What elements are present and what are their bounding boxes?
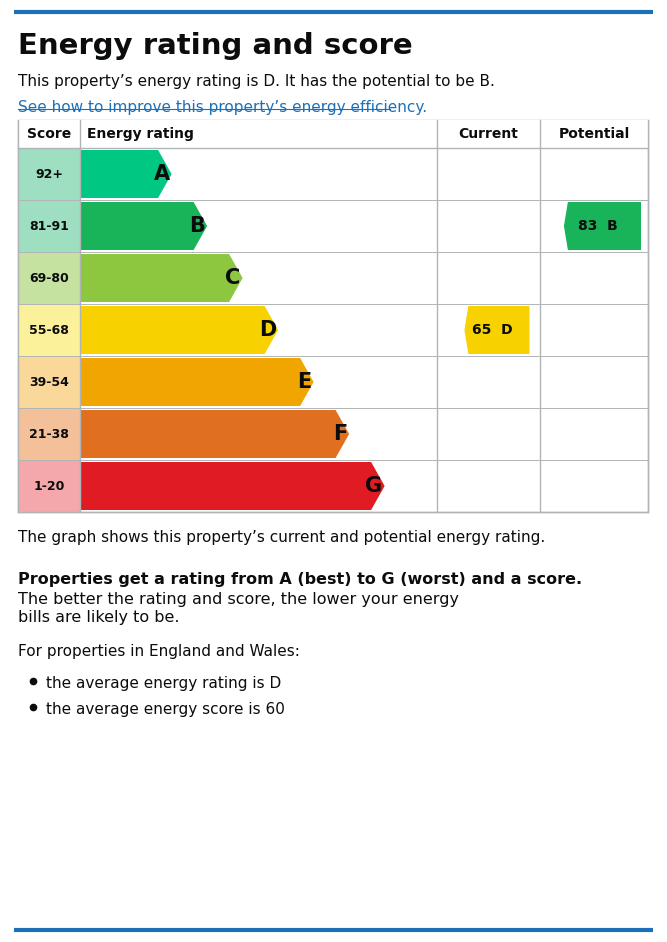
Bar — [18, 460, 80, 512]
Text: Current: Current — [459, 127, 518, 141]
Text: This property’s energy rating is D. It has the potential to be B.: This property’s energy rating is D. It h… — [18, 74, 495, 89]
Text: E: E — [297, 372, 311, 392]
Polygon shape — [80, 254, 243, 302]
Polygon shape — [464, 306, 530, 354]
Text: G: G — [366, 476, 383, 496]
Polygon shape — [80, 358, 313, 406]
Text: See how to improve this property’s energy efficiency.: See how to improve this property’s energ… — [18, 100, 427, 115]
Text: 69-80: 69-80 — [29, 271, 69, 284]
Text: 39-54: 39-54 — [29, 376, 69, 388]
Text: 55-68: 55-68 — [29, 323, 69, 336]
Text: Score: Score — [27, 127, 71, 141]
Text: Energy rating: Energy rating — [87, 127, 194, 141]
Polygon shape — [80, 306, 278, 354]
Text: 65  D: 65 D — [472, 323, 513, 337]
Polygon shape — [80, 150, 171, 198]
Text: The graph shows this property’s current and potential energy rating.: The graph shows this property’s current … — [18, 530, 545, 545]
Bar — [18, 356, 80, 408]
Bar — [18, 200, 80, 252]
Polygon shape — [80, 410, 349, 458]
Bar — [18, 408, 80, 460]
Text: Energy rating and score: Energy rating and score — [18, 32, 413, 60]
Text: F: F — [333, 424, 347, 444]
Polygon shape — [564, 202, 641, 250]
Text: Properties get a rating from A (best) to G (worst) and a score.: Properties get a rating from A (best) to… — [18, 572, 582, 587]
Polygon shape — [80, 202, 207, 250]
Text: 21-38: 21-38 — [29, 428, 69, 441]
Bar — [18, 120, 648, 512]
Text: 1-20: 1-20 — [33, 479, 65, 493]
Text: B: B — [189, 216, 205, 236]
Text: 83  B: 83 B — [578, 219, 618, 233]
Text: bills are likely to be.: bills are likely to be. — [18, 610, 179, 625]
Text: The better the rating and score, the lower your energy: The better the rating and score, the low… — [18, 592, 459, 607]
Text: 81-91: 81-91 — [29, 219, 69, 233]
Bar — [18, 252, 80, 304]
Text: Potential: Potential — [558, 127, 630, 141]
Polygon shape — [80, 462, 385, 510]
Bar — [18, 304, 80, 356]
Text: D: D — [259, 320, 276, 340]
Bar — [18, 120, 648, 148]
Text: For properties in England and Wales:: For properties in England and Wales: — [18, 644, 300, 659]
Text: the average energy rating is D: the average energy rating is D — [46, 676, 281, 691]
Text: C: C — [225, 268, 241, 288]
Bar — [18, 148, 80, 200]
Text: A: A — [153, 164, 169, 184]
Text: the average energy score is 60: the average energy score is 60 — [46, 702, 285, 717]
Text: 92+: 92+ — [35, 168, 63, 181]
